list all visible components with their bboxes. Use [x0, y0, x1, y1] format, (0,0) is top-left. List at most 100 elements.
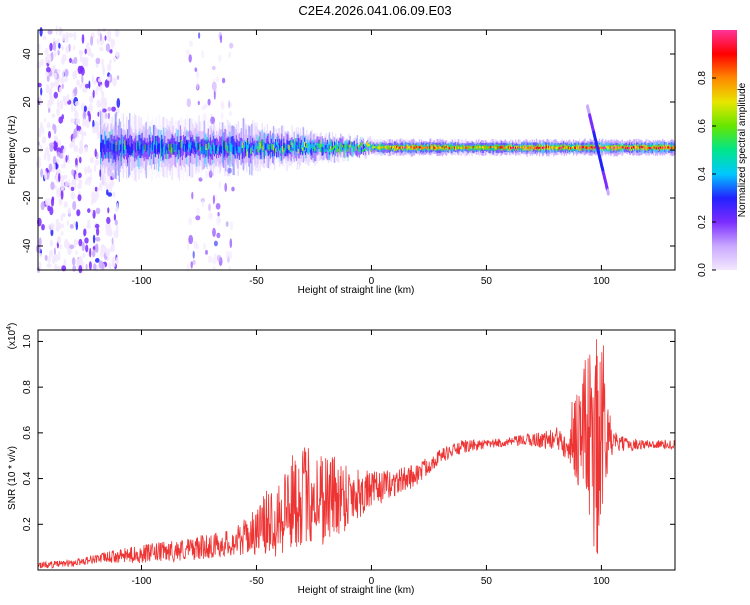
- spectrogram-band-cell: [509, 146, 512, 149]
- spectrogram-noise-cell: [78, 265, 83, 274]
- figure-title: C2E4.2026.041.06.09.E03: [298, 3, 451, 18]
- spectrogram-noise-cell: [43, 152, 47, 161]
- spectrogram-noise-cell: [221, 77, 226, 84]
- spectrogram-band-cell: [308, 144, 310, 155]
- spectrogram-noise-cell: [202, 112, 207, 123]
- spectrogram-band-cell: [591, 146, 593, 149]
- spectrogram-noise-cell: [46, 121, 51, 129]
- spectrogram-noise-cell: [87, 208, 91, 214]
- spectrogram-noise-cell: [73, 56, 78, 65]
- spectrogram-band-cell: [589, 147, 591, 150]
- spectrogram-band-cell: [668, 146, 670, 149]
- spectrogram-noise-cell: [111, 256, 116, 267]
- spectrogram-band-cell: [222, 138, 224, 154]
- spectrogram-noise-cell: [75, 118, 81, 125]
- spectrogram-band-cell: [260, 142, 262, 159]
- spectrogram-band-cell: [351, 145, 353, 148]
- spectrogram-band-cell: [314, 146, 316, 152]
- spectrogram-band-cell: [441, 145, 443, 152]
- spectrogram-band-cell: [230, 143, 232, 152]
- spectrogram-noise-cell: [78, 238, 83, 247]
- spectrogram-band-cell: [295, 145, 297, 151]
- spectrogram-band-cell: [289, 146, 291, 153]
- spectrogram-band-cell: [464, 146, 466, 149]
- spectrogram-x-tick-label: 50: [481, 276, 493, 287]
- spectrogram-band-cell: [356, 145, 358, 158]
- spectrogram-noise-cell: [92, 126, 97, 134]
- spectrogram-band-cell: [624, 146, 627, 150]
- spectrogram-noise-cell: [76, 209, 81, 217]
- spectrogram-band-cell: [254, 146, 256, 155]
- spectrogram-band-cell: [510, 144, 513, 150]
- spectrogram-band-cell: [199, 143, 201, 152]
- colorbar-ticks: 0.0 0.2 0.4 0.6 0.8: [697, 71, 716, 277]
- spectrogram-band-cell: [279, 143, 281, 149]
- spectrogram-band-cell: [641, 145, 643, 149]
- snr-y-tick-label: 0.2: [22, 517, 33, 531]
- spectrogram-noise-cell: [82, 87, 88, 93]
- spectrogram-noise-cell: [99, 84, 103, 93]
- spectrogram-noise-cell: [220, 112, 224, 120]
- spectrogram-band-cell: [362, 149, 365, 152]
- spectrogram-band-cell: [504, 147, 506, 150]
- spectrogram-band-cell: [374, 146, 376, 149]
- spectrogram-band-cell: [287, 144, 289, 149]
- spectrogram-band-cell: [122, 143, 125, 154]
- spectrogram-band-cell: [428, 146, 430, 150]
- spectrogram-band-cell: [261, 147, 263, 153]
- spectrogram-band-cell: [239, 137, 242, 155]
- spectrogram-band-cell: [554, 146, 556, 149]
- spectrogram-band-cell: [366, 143, 368, 159]
- spectrogram-noise-cell: [192, 250, 195, 259]
- colorbar-tick-label: 0.6: [697, 119, 708, 133]
- spectrogram-noise-cell: [49, 95, 54, 106]
- snr-x-tick-label: 100: [593, 576, 610, 587]
- snr-x-ticks: -100 -50 0 50 100: [131, 330, 610, 587]
- spectrogram-band-cell: [344, 143, 346, 159]
- spectrogram-band-cell: [225, 141, 227, 150]
- spectrogram-band-cell: [356, 144, 358, 147]
- spectrogram-noise-cell: [106, 216, 111, 225]
- spectrogram-noise-cell: [69, 57, 72, 64]
- spectrogram-band-cell: [221, 136, 223, 153]
- spectrogram-band-cell: [205, 143, 207, 150]
- spectrogram-band-cell: [268, 144, 271, 151]
- spectrogram-band-cell: [188, 144, 190, 153]
- spectrogram-band-cell: [454, 146, 456, 149]
- spectrogram-band-cell: [227, 145, 229, 153]
- spectrogram-noise-cell: [111, 106, 116, 112]
- spectrogram-band-cell: [113, 143, 115, 152]
- spectrogram-band-cell: [191, 137, 193, 154]
- spectrogram-y-tick-label: 0: [22, 147, 33, 153]
- spectrogram-noise-cell: [228, 251, 233, 260]
- spectrogram-band-cell: [666, 146, 668, 149]
- spectrogram-band-cell: [181, 140, 184, 148]
- spectrogram-band-cell: [129, 135, 131, 154]
- spectrogram-band-cell: [592, 147, 594, 150]
- spectrogram-noise-cell: [107, 30, 112, 38]
- spectrogram-band-cell: [479, 145, 482, 151]
- spectrogram-band-cell: [217, 147, 219, 155]
- spectrogram-band-cell: [401, 146, 403, 149]
- spectrogram-noise-cell: [64, 180, 69, 188]
- spectrogram-band-cell: [382, 145, 384, 148]
- spectrogram-band-cell: [107, 140, 109, 149]
- spectrogram-band-cell: [256, 142, 258, 150]
- spectrogram-band-cell: [271, 143, 274, 157]
- spectrogram-band-cell: [403, 145, 405, 148]
- spectrogram-band-cell: [520, 146, 522, 151]
- spectrogram-noise-cell: [88, 180, 91, 186]
- spectrogram-band-cell: [535, 147, 538, 150]
- spectrogram-noise-cell: [58, 42, 61, 49]
- spectrogram-band-cell: [115, 141, 117, 152]
- spectrogram-band-cell: [263, 143, 265, 150]
- spectrogram-noise-cell: [96, 126, 100, 136]
- spectrogram-band-cell: [460, 147, 462, 149]
- spectrogram-band-cell: [643, 147, 645, 150]
- spectrogram-noise-cell: [64, 69, 69, 77]
- spectrogram-noise-cell: [203, 103, 209, 109]
- spectrogram-noise-cell: [36, 61, 41, 69]
- spectrogram-band-cell: [658, 144, 661, 150]
- spectrogram-noise-cell: [53, 124, 57, 135]
- spectrogram-band-cell: [102, 139, 104, 161]
